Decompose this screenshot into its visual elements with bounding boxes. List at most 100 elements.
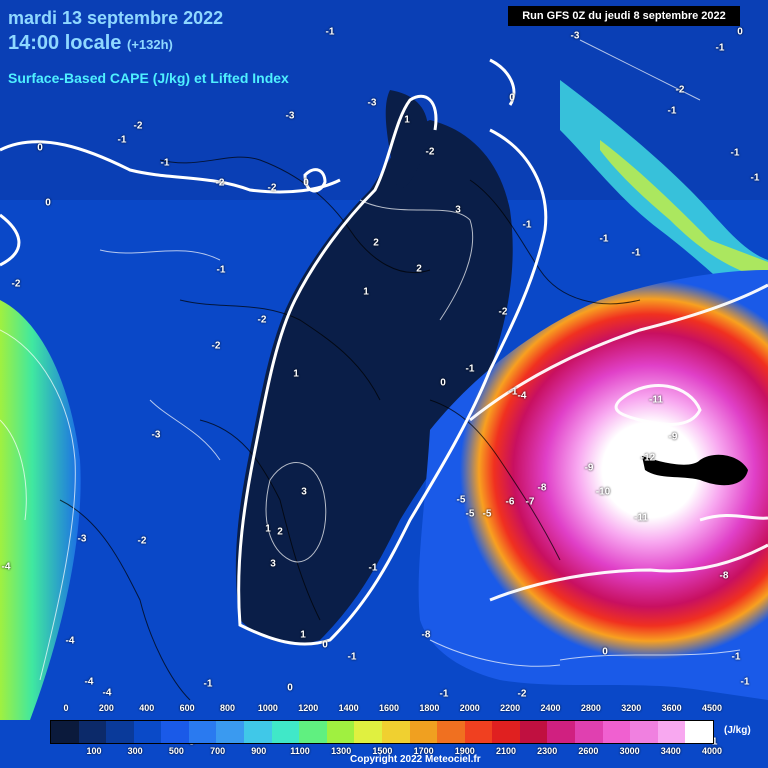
isoline-label: 1	[363, 286, 369, 298]
legend-swatch	[244, 721, 272, 743]
isoline-label: -3	[570, 30, 580, 42]
isoline-label: 0	[37, 142, 43, 154]
legend-tick-top: 4500	[701, 703, 723, 713]
isoline-label: -4	[517, 390, 527, 402]
isoline-label: -1	[599, 233, 609, 245]
isoline-label: -2	[211, 340, 221, 352]
legend-tick-bottom: 1500	[372, 746, 393, 756]
legend-tick-top: 3600	[661, 703, 682, 713]
isoline-label: 0	[509, 92, 515, 104]
legend-tick-top: 1600	[378, 703, 400, 713]
isoline-label: 0	[287, 682, 293, 694]
isoline-label: -3	[367, 97, 377, 109]
isoline-label: 2	[277, 526, 283, 538]
forecast-offset: (+132h)	[126, 37, 173, 52]
isoline-label: -1	[117, 134, 127, 146]
legend-swatch	[685, 721, 713, 743]
legend-swatch	[161, 721, 189, 743]
isoline-label: -3	[77, 533, 87, 545]
isoline-label: -1	[465, 363, 475, 375]
legend-tick-top: 800	[219, 703, 236, 713]
isoline-label: -1	[631, 247, 641, 259]
legend-tick-bottom: 500	[168, 746, 184, 756]
legend-swatch	[216, 721, 245, 743]
isoline-label: -1	[730, 147, 740, 159]
legend-tick-bottom: 2100	[495, 746, 517, 756]
legend-tick-top: 3200	[621, 703, 642, 713]
legend-swatch	[326, 721, 355, 743]
legend-swatch	[409, 721, 438, 743]
isoline-label: 1	[300, 629, 306, 641]
legend-tick-top: 200	[98, 703, 114, 713]
legend-swatch	[630, 721, 658, 743]
isoline-label: -2	[517, 688, 527, 700]
isoline-label: -2	[498, 306, 508, 318]
isoline-label: 1	[293, 368, 299, 380]
isoline-label: -8	[719, 570, 729, 582]
isoline-label: -2	[133, 120, 143, 132]
isoline-label: -11	[649, 394, 663, 406]
legend-tick-bottom: 1100	[290, 746, 310, 756]
isoline-label: 2	[373, 237, 379, 249]
isoline-label: -2	[675, 84, 685, 96]
color-legend: 0 200 400 600 800 1000 1200 1400 1600 1800 2000 220…	[50, 703, 768, 768]
legend-tick-top: 1000	[257, 703, 278, 713]
isoline-label: -1	[731, 651, 741, 663]
isoline-label: -1	[522, 219, 532, 231]
legend-tick-top: 2200	[500, 703, 521, 713]
legend-tick-top: 1400	[338, 703, 359, 713]
legend-tick-bottom: 2600	[578, 746, 599, 756]
isoline-label: 1	[404, 114, 410, 126]
isoline-label: -7	[525, 496, 535, 508]
isoline-label: -2	[257, 314, 267, 326]
legend-color-bar	[50, 720, 714, 744]
isoline-label: -1	[216, 264, 226, 276]
isoline-label: -6	[505, 496, 515, 508]
legend-tick-top: 400	[139, 703, 155, 713]
legend-swatch	[106, 721, 134, 743]
legend-swatch	[133, 721, 162, 743]
isoline-label: 0	[737, 26, 743, 38]
legend-swatch	[492, 721, 520, 743]
isoline-label: -5	[456, 494, 466, 506]
isoline-label: 3	[270, 558, 276, 570]
legend-swatch	[464, 721, 493, 743]
copyright: Copyright 2022 Meteociel.fr	[350, 754, 481, 765]
isoline-label: 3	[301, 486, 307, 498]
isoline-label: -1	[160, 157, 170, 169]
legend-tick-bottom: 3000	[619, 746, 640, 756]
isoline-label: -1	[750, 172, 760, 184]
legend-swatch	[271, 721, 300, 743]
legend-swatch	[299, 721, 327, 743]
isoline-label: -9	[584, 462, 594, 474]
legend-unit: (J/kg)	[724, 725, 751, 736]
isoline-label: -2	[11, 278, 21, 290]
isoline-label: -1	[667, 105, 677, 117]
isoline-label: -1	[325, 26, 335, 38]
isoline-label: 0	[303, 177, 309, 189]
legend-tick-bottom: 1700	[413, 746, 434, 756]
isoline-label: -2	[267, 182, 277, 194]
isoline-label: -8	[421, 629, 431, 641]
legend-tick-bottom: 3400	[660, 746, 681, 756]
isoline-label: 3	[455, 204, 461, 216]
legend-swatch	[437, 721, 465, 743]
legend-tick-bottom: 1300	[331, 746, 352, 756]
isoline-label: -3	[285, 110, 295, 122]
isoline-label: -1	[715, 42, 725, 54]
legend-tick-bottom: 900	[251, 746, 267, 756]
legend-tick-bottom: 700	[210, 746, 226, 756]
isoline-label: -10	[595, 486, 611, 498]
legend-tick-top: 600	[179, 703, 195, 713]
isoline-label: -2	[137, 535, 147, 547]
isoline-label: -4	[65, 635, 75, 647]
isoline-label: -8	[537, 482, 547, 494]
legend-swatch	[657, 721, 686, 743]
parameter-title: Surface-Based CAPE (J/kg) et Lifted Inde…	[8, 70, 289, 86]
legend-swatch	[354, 721, 382, 743]
isoline-label: -4	[102, 687, 112, 699]
isoline-label: -1	[508, 386, 518, 398]
isoline-label: -2	[215, 177, 225, 189]
